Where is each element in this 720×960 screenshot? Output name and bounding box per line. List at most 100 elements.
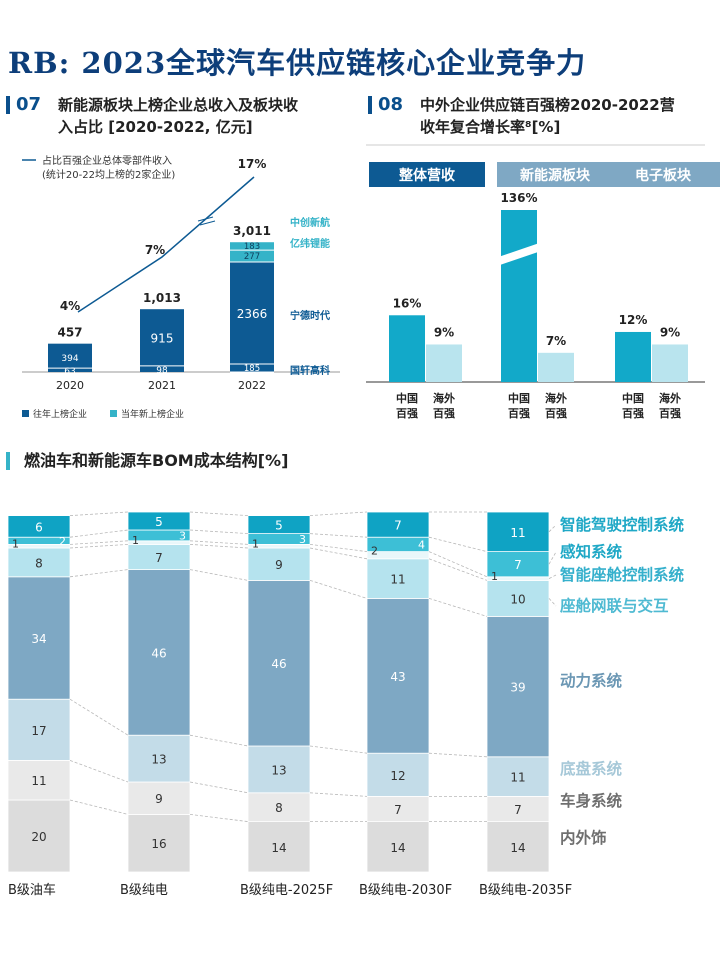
section-07-title: 新能源板块上榜企业总收入及板块收 入占比 [2020-2022, 亿元] — [58, 94, 298, 138]
bar-china — [615, 331, 651, 382]
bom-value-label: 7 — [394, 803, 402, 817]
connector-line — [69, 511, 129, 516]
section-08-number: 08 — [378, 94, 404, 115]
x-tick-label: 海外 — [433, 391, 455, 405]
value-label: 12% — [619, 313, 648, 327]
x-tick-label: 百强 — [396, 407, 418, 420]
section-marker — [6, 96, 10, 114]
x-tick-label: 百强 — [545, 407, 567, 420]
bom-value-label: 11 — [31, 774, 46, 788]
bom-segment — [366, 795, 430, 822]
section-marker — [6, 452, 10, 470]
section-marker — [368, 96, 372, 114]
bom-value-label: 16 — [151, 837, 166, 851]
axis-break — [497, 243, 541, 266]
company-label: 国轩高科 — [290, 364, 330, 377]
group-header-0 — [369, 162, 485, 187]
series-label: 内外饰 — [560, 828, 607, 847]
company-label: 中创新航 — [290, 216, 330, 229]
bom-segment — [366, 511, 430, 538]
data-label: 915 — [151, 332, 174, 346]
bom-value-label: 1 — [132, 534, 139, 547]
company-label: 宁德时代 — [290, 309, 330, 322]
section-08-title-line1: 中外企业供应链百强榜2020-2022营 — [420, 96, 675, 114]
total-label: 3,011 — [233, 224, 271, 238]
bom-value-label: 3 — [299, 533, 306, 546]
x-tick-label: 2020 — [56, 379, 84, 392]
bom-segment — [127, 511, 191, 531]
bar-china — [389, 315, 425, 382]
value-label: 9% — [660, 325, 680, 339]
leader-line — [548, 574, 557, 579]
bom-value-label: 43 — [390, 670, 405, 684]
series-label: 智能座舱控制系统 — [560, 565, 685, 584]
share-line — [77, 176, 255, 313]
bom-value-label: 17 — [31, 724, 46, 738]
axis-break-edge — [496, 242, 542, 259]
bom-value-label: 13 — [271, 763, 286, 777]
x-tick-label: B级油车 — [8, 882, 56, 898]
share-label: 17% — [238, 157, 267, 171]
leader-line — [548, 598, 557, 607]
bom-value-label: 34 — [31, 632, 46, 646]
connector-line — [69, 569, 129, 578]
section-07-title-line1: 新能源板块上榜企业总收入及板块收 — [58, 96, 299, 114]
data-label: 394 — [61, 354, 78, 364]
bom-segment — [486, 511, 550, 552]
bom-segment — [366, 821, 430, 873]
series-label: 智能驾驶控制系统 — [560, 515, 685, 534]
connector-line — [189, 814, 249, 822]
section-08-title: 中外企业供应链百强榜2020-2022营 收年复合增长率⁸[%] — [420, 94, 675, 138]
section-08-title-line2: 收年复合增长率⁸[%] — [420, 118, 561, 136]
bom-value-label: 7 — [514, 803, 522, 817]
bom-value-label: 2 — [371, 545, 378, 558]
bom-segment — [127, 569, 191, 736]
group-header-2 — [605, 162, 720, 187]
group-header-1 — [497, 162, 613, 187]
bar-china — [501, 210, 537, 382]
connector-line — [189, 734, 249, 747]
value-label: 16% — [393, 296, 422, 310]
bom-value-label: 13 — [151, 753, 166, 767]
total-label: 457 — [57, 326, 82, 340]
series-label: 感知系统 — [560, 542, 623, 561]
revenue-bar-old — [140, 309, 184, 366]
x-tick-label: B级纯电-2035F — [479, 883, 572, 898]
page-title: RB: 2023全球汽车供应链核心企业竞争力 — [8, 46, 587, 80]
bom-segment — [366, 598, 430, 754]
connector-line — [189, 781, 249, 794]
connector-line — [428, 752, 488, 758]
data-label: 98 — [156, 366, 168, 376]
x-tick-label: 百强 — [433, 407, 455, 420]
bom-value-label: 14 — [510, 841, 525, 855]
revenue-bar-cala — [230, 242, 274, 251]
legend-label-new: 当年新上榜企业 — [121, 408, 184, 420]
bom-segment — [247, 580, 311, 747]
revenue-bar-guoxuan — [230, 364, 274, 372]
bom-segment — [247, 792, 311, 822]
value-label: 7% — [546, 334, 566, 348]
bom-value-label: 10 — [510, 592, 525, 606]
revenue-bar-new — [48, 368, 92, 372]
connector-line — [309, 745, 368, 754]
data-label: 277 — [244, 252, 260, 262]
total-label: 1,013 — [143, 291, 181, 305]
connector-line — [309, 580, 368, 599]
x-tick-label: 中国 — [622, 391, 644, 405]
bom-segment — [127, 544, 191, 571]
connector-line — [428, 536, 488, 552]
connector-line — [69, 540, 129, 545]
x-tick-label: 2022 — [238, 379, 266, 392]
bom-value-label: 3 — [179, 529, 186, 542]
bom-segment — [7, 515, 71, 538]
share-label: 7% — [145, 243, 165, 257]
x-tick-label: 百强 — [508, 407, 530, 420]
bar-overseas — [538, 352, 574, 382]
connector-line — [69, 698, 129, 736]
bom-value-label: 9 — [155, 792, 163, 806]
bom-segment — [7, 759, 71, 801]
connector-line — [69, 799, 129, 815]
bom-segment — [7, 698, 71, 761]
